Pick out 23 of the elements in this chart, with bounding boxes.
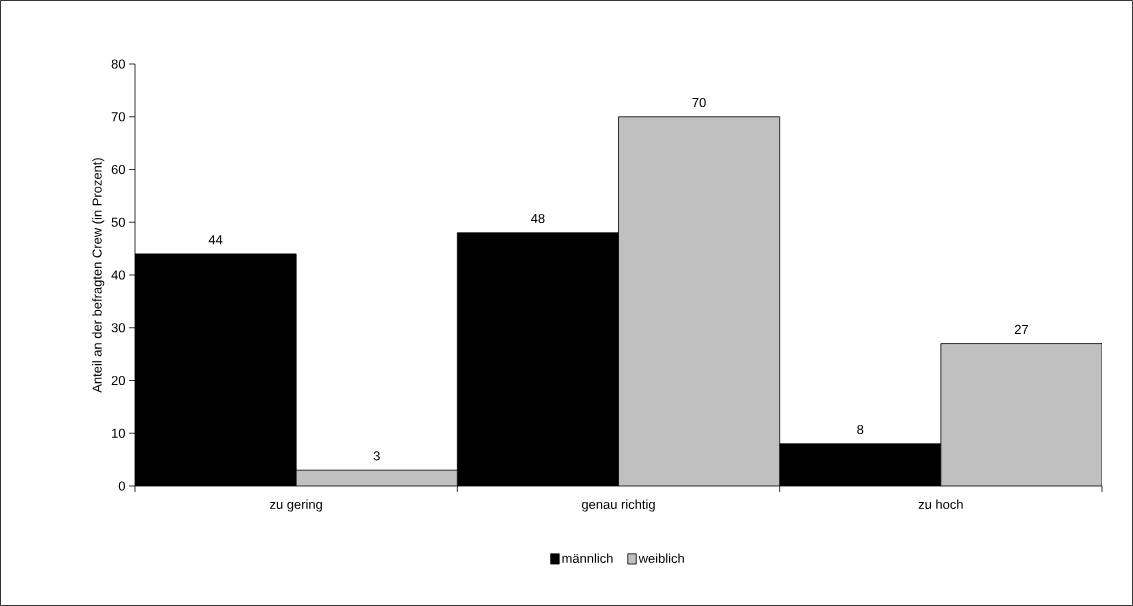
- bar: [618, 116, 780, 486]
- x-tick-label: genau richtig: [581, 499, 655, 512]
- y-tick-label: 40: [111, 270, 125, 280]
- legend-label: männlich: [562, 553, 613, 563]
- y-tick-label: 0: [118, 481, 125, 491]
- data-label: 44: [208, 235, 223, 245]
- data-label: 8: [857, 424, 864, 435]
- y-tick-label: 20: [111, 375, 125, 386]
- bar: [940, 343, 1103, 486]
- data-label: 27: [1014, 324, 1028, 334]
- y-tick-label: 10: [112, 428, 125, 438]
- data-label: 3: [373, 451, 380, 461]
- y-tick-label: 50: [111, 217, 125, 227]
- x-tick-label: zu gering: [270, 499, 322, 512]
- x-tick-label: zu hoch: [918, 499, 963, 509]
- legend-label: weiblich: [638, 553, 684, 563]
- y-tick-label: 30: [111, 323, 125, 333]
- y-tick-label: 80: [111, 59, 125, 69]
- data-label: 48: [531, 213, 545, 224]
- y-tick-label: 70: [111, 112, 125, 122]
- data-label: 70: [692, 97, 706, 108]
- y-axis-title: Anteil an der befragten Crew (in Prozent): [92, 158, 105, 393]
- y-tick-label: 60: [111, 164, 125, 175]
